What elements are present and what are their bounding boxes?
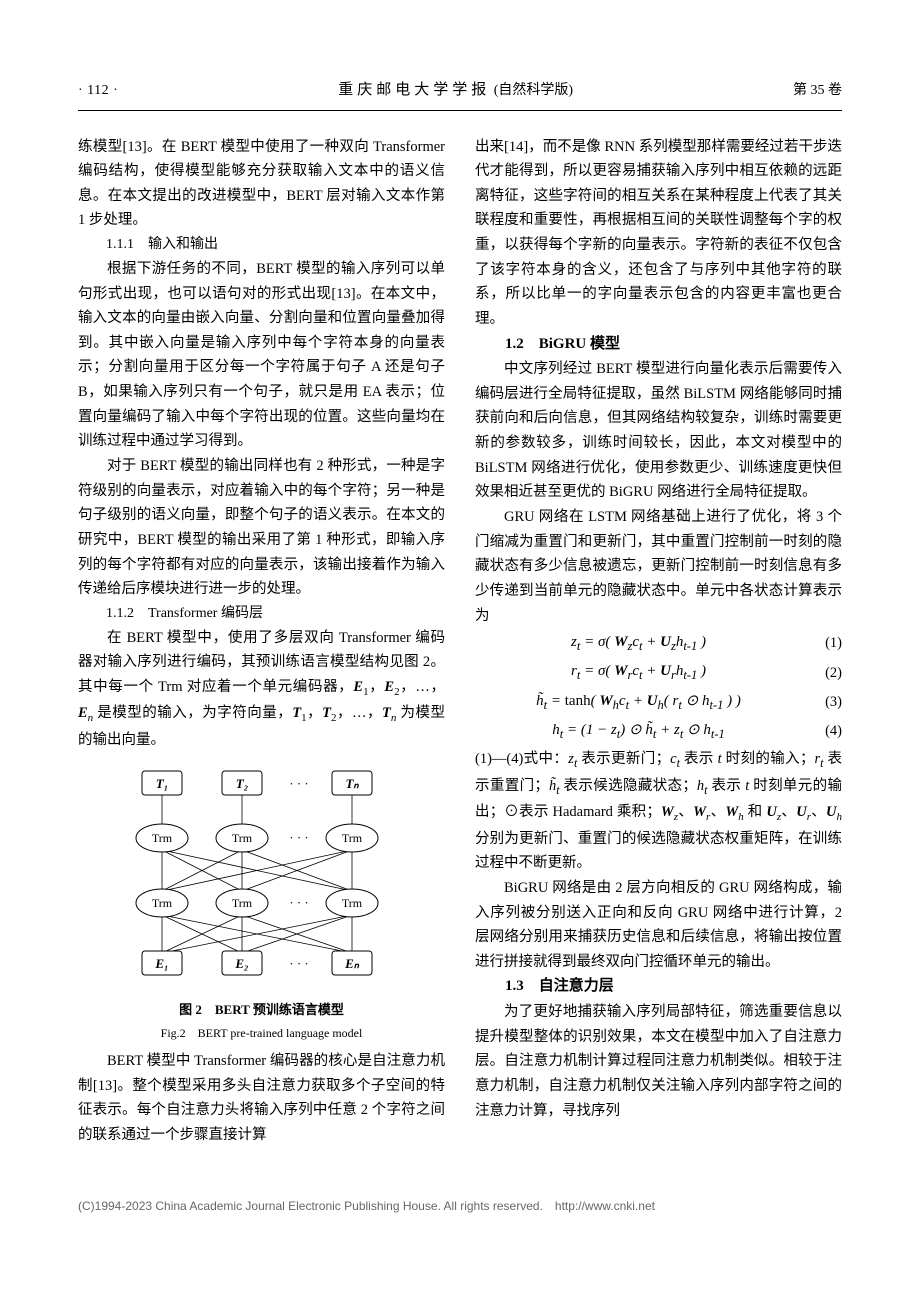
svg-text:Trm: Trm — [341, 896, 362, 910]
math-inline: E — [353, 679, 363, 695]
left-p4: 在 BERT 模型中，使用了多层双向 Transformer 编码器对输入序列进… — [78, 626, 445, 753]
equation-body: zt = σ( Wzct + Uzht-1 ) — [475, 630, 802, 657]
volume-label: 第 35 卷 — [793, 79, 842, 103]
bert-diagram-svg: T₁ T₂ Tₙ · · · Trm Trm Trm · · · Trm Trm Trm · · · E… — [122, 763, 402, 993]
svg-text:Trm: Trm — [151, 896, 172, 910]
svg-text:· · ·: · · · — [289, 956, 309, 971]
left-p5: BERT 模型中 Transformer 编码器的核心是自注意力机制[13]。整… — [78, 1049, 445, 1148]
equation-number: (4) — [802, 719, 842, 744]
svg-text:T₁: T₁ — [155, 776, 167, 791]
equation-row: zt = σ( Wzct + Uzht-1 )(1) — [475, 630, 842, 657]
equation-number: (2) — [802, 661, 842, 686]
journal-title: 重庆邮电大学学报 (自然科学版) — [338, 78, 573, 104]
figure-2-caption-cn: 图 2 BERT 预训练语言模型 — [78, 999, 445, 1021]
svg-text:Trm: Trm — [151, 831, 172, 845]
page-footer: (C)1994-2023 China Academic Journal Elec… — [78, 1196, 842, 1216]
equation-row: rt = σ( Wrct + Urht-1 )(2) — [475, 659, 842, 686]
figure-2-caption-en: Fig.2 BERT pre-trained language model — [78, 1023, 445, 1043]
svg-text:Trm: Trm — [231, 831, 252, 845]
heading-1-1-1: 1.1.1 输入和输出 — [78, 233, 445, 257]
right-p3: GRU 网络在 LSTM 网络基础上进行了优化，将 3 个门缩减为重置门和更新门… — [475, 505, 842, 628]
page-number: · 112 · — [78, 79, 118, 103]
equation-row: h̃t = tanh( Whct + Uh( rt ⊙ ht-1 ) )(3) — [475, 689, 842, 716]
heading-1-2: 1.2 BiGRU 模型 — [475, 332, 842, 358]
heading-1-3: 1.3 自注意力层 — [475, 974, 842, 1000]
left-p3: 对于 BERT 模型的输出同样也有 2 种形式，一种是字符级别的向量表示，对应着… — [78, 454, 445, 602]
equation-body: rt = σ( Wrct + Urht-1 ) — [475, 659, 802, 686]
svg-text:Trm: Trm — [231, 896, 252, 910]
svg-text:Eₙ: Eₙ — [344, 956, 360, 971]
heading-1-1-2: 1.1.2 Transformer 编码层 — [78, 602, 445, 626]
equation-body: h̃t = tanh( Whct + Uh( rt ⊙ ht-1 ) ) — [475, 689, 802, 716]
right-p5: BiGRU 网络是由 2 层方向相反的 GRU 网络构成，输入序列被分别送入正向… — [475, 876, 842, 975]
equation-number: (3) — [802, 690, 842, 715]
svg-text:T₂: T₂ — [235, 776, 247, 791]
svg-text:E₂: E₂ — [234, 956, 248, 971]
svg-text:· · ·: · · · — [289, 830, 309, 845]
equation-number: (1) — [802, 631, 842, 656]
left-p1: 练模型[13]。在 BERT 模型中使用了一种双向 Transformer 编码… — [78, 135, 445, 234]
right-p2: 中文序列经过 BERT 模型进行向量化表示后需要传入编码层进行全局特征提取，虽然… — [475, 357, 842, 505]
svg-text:Trm: Trm — [341, 831, 362, 845]
body-columns: 练模型[13]。在 BERT 模型中使用了一种双向 Transformer 编码… — [78, 135, 842, 1148]
equation-body: ht = (1 − zt) ⊙ h̃t + zt ⊙ ht-1 — [475, 718, 802, 745]
equation-row: ht = (1 − zt) ⊙ h̃t + zt ⊙ ht-1(4) — [475, 718, 842, 745]
svg-text:· · ·: · · · — [289, 776, 309, 791]
right-p6: 为了更好地捕获输入序列局部特征，筛选重要信息以提升模型整体的识别效果，本文在模型… — [475, 1000, 842, 1123]
page-header: · 112 · 重庆邮电大学学报 (自然科学版) 第 35 卷 — [78, 78, 842, 111]
svg-text:· · ·: · · · — [289, 895, 309, 910]
figure-2: T₁ T₂ Tₙ · · · Trm Trm Trm · · · Trm Trm Trm · · · E… — [78, 763, 445, 1043]
equation-block: zt = σ( Wzct + Uzht-1 )(1)rt = σ( Wrct +… — [475, 630, 842, 745]
svg-text:E₁: E₁ — [154, 956, 168, 971]
left-p2: 根据下游任务的不同，BERT 模型的输入序列可以单句形式出现，也可以语句对的形式… — [78, 257, 445, 454]
svg-text:Tₙ: Tₙ — [345, 776, 359, 791]
right-p4: (1)—(4)式中：zt 表示更新门；ct 表示 t 时刻的输入；rt 表示重置… — [475, 747, 842, 876]
right-p1: 出来[14]，而不是像 RNN 系列模型那样需要经过若干步迭代才能得到，所以更容… — [475, 135, 842, 332]
